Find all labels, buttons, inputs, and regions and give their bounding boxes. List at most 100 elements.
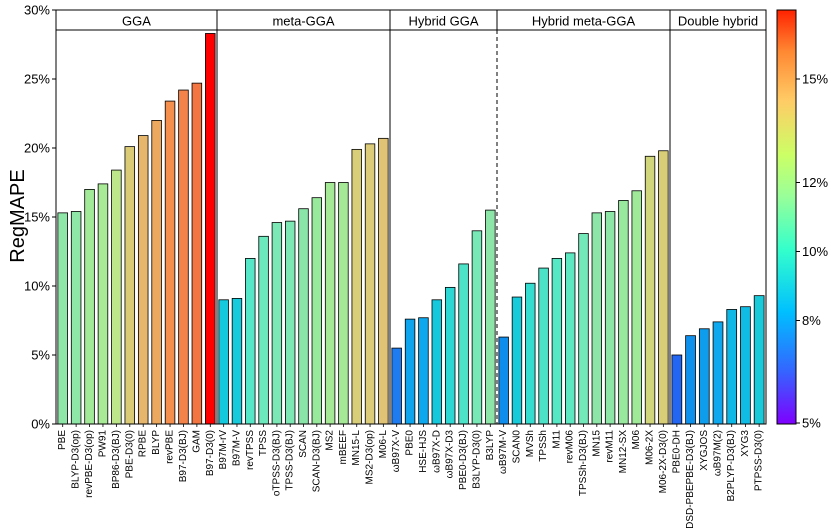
x-tick-label: mBEEF <box>338 430 349 464</box>
x-tick-label: B2PLYP-D3(BJ) <box>726 430 737 502</box>
x-tick-label: MVSh <box>525 430 536 457</box>
x-tick-label: ωB97X-V <box>391 430 402 473</box>
x-tick-label: M06 <box>631 430 642 450</box>
x-tick-label: PBE0-D3(BJ) <box>458 430 469 490</box>
bar <box>258 235 269 425</box>
bar <box>84 188 95 425</box>
bar <box>431 299 443 425</box>
bar <box>97 183 109 425</box>
bar <box>205 33 216 425</box>
x-axis: PBE BLYP-D3(op) revPBE-D3(op) PW91 BP86-D3(B… <box>57 424 765 529</box>
x-tick-label: PTPSS-D3(0) <box>754 430 765 491</box>
y-tick-label: 0% <box>31 417 50 432</box>
group-label: GGA <box>122 14 151 29</box>
x-tick-label: ωB97M(2) <box>713 430 724 476</box>
bar <box>578 233 589 425</box>
bar <box>338 182 349 425</box>
x-tick-label: B97M-V <box>231 430 242 466</box>
x-tick-label: B3LYP <box>485 430 496 461</box>
colorbar: 5% 8% 10% 12% 15% <box>776 9 828 431</box>
bar <box>444 286 456 425</box>
bar <box>298 208 309 425</box>
x-tick-label: TPSSh <box>538 430 549 462</box>
colorbar-gradient <box>776 9 797 425</box>
colorbar-tick-label: 8% <box>802 313 821 328</box>
group-label: meta-GGA <box>272 14 334 29</box>
x-tick-label: M06-2X <box>645 430 656 465</box>
bar <box>698 328 710 425</box>
x-tick-label: revPBE-D3(op) <box>84 430 95 498</box>
x-tick-label: M06-L <box>378 430 389 459</box>
x-tick-label: XYG3 <box>740 430 751 457</box>
bar <box>525 282 536 425</box>
bar <box>551 257 563 425</box>
group-label: Hybrid meta-GGA <box>532 14 636 29</box>
bar <box>485 209 496 425</box>
x-tick-label: SCAN-D3(BJ) <box>311 430 322 492</box>
y-tick-label: 20% <box>24 141 50 156</box>
group-headers: GGA meta-GGA Hybrid GGA Hybrid meta-GGA Doub… <box>122 14 758 29</box>
x-tick-label: BP86-D3(BJ) <box>111 430 122 489</box>
bar <box>378 137 389 425</box>
bar <box>324 182 336 425</box>
x-tick-label: HSE-HJS <box>418 430 429 473</box>
x-tick-label: revM11 <box>605 430 616 463</box>
colorbar-tick-label: 5% <box>802 416 821 431</box>
y-tick-label: 25% <box>24 72 50 87</box>
bar <box>631 190 642 425</box>
bar <box>124 146 136 425</box>
x-tick-label: MN12-SX <box>618 430 629 474</box>
x-tick-label: MN15-L <box>351 430 362 466</box>
bars-layer <box>57 33 765 425</box>
y-tick-label: 30% <box>24 3 50 18</box>
x-tick-label: M11 <box>551 430 562 449</box>
y-tick-label: 10% <box>24 279 50 294</box>
x-tick-label: SCAN0 <box>511 430 522 464</box>
x-tick-label: revTPSS <box>245 430 256 470</box>
bar <box>511 296 523 425</box>
bar <box>418 317 429 425</box>
bar <box>271 222 283 425</box>
x-tick-label: B97-D3(0) <box>205 430 216 476</box>
x-tick-label: TPSS <box>258 430 269 456</box>
bar <box>458 263 469 425</box>
bar <box>351 148 362 425</box>
bar <box>231 298 243 425</box>
bar <box>311 197 322 425</box>
bar <box>178 89 189 425</box>
bar <box>70 211 82 425</box>
bar <box>591 212 603 425</box>
x-tick-label: B3LYP-D3(0) <box>471 430 482 489</box>
x-tick-label: SCAN <box>298 430 309 458</box>
x-tick-label: MS2-D3(op) <box>365 430 376 484</box>
bar <box>644 155 656 425</box>
x-tick-label: DSD-PBEPBE-D3(BJ) <box>685 430 696 529</box>
bar <box>740 306 751 425</box>
bar <box>604 211 616 425</box>
bar <box>164 100 176 425</box>
colorbar-tick-label: 15% <box>802 72 828 87</box>
bar <box>565 252 576 425</box>
x-tick-label: TPSS-D3(BJ) <box>285 430 296 491</box>
x-tick-label: TPSSh-D3(BJ) <box>578 430 589 496</box>
bar <box>364 143 376 425</box>
x-tick-label: revPBE <box>165 430 176 464</box>
group-label: Hybrid GGA <box>408 14 478 29</box>
bar <box>391 347 402 425</box>
bar <box>111 169 122 425</box>
x-tick-label: oTPSS-D3(BJ) <box>271 430 282 496</box>
x-tick-label: M06-2X-D3(0) <box>658 430 669 493</box>
bar <box>685 335 696 425</box>
x-tick-label: B97M-rV <box>218 430 229 470</box>
bar <box>658 150 669 425</box>
x-tick-label: BLYP <box>151 430 162 455</box>
x-tick-label: ωB97M-V <box>498 430 509 474</box>
x-tick-label: ωB97X-D <box>431 430 442 473</box>
bar <box>471 230 483 425</box>
bar <box>284 220 296 425</box>
colorbar-tick-label: 12% <box>802 175 828 190</box>
bar <box>137 135 149 425</box>
x-tick-label: PBE-D3(0) <box>124 430 135 478</box>
bar <box>671 354 683 425</box>
